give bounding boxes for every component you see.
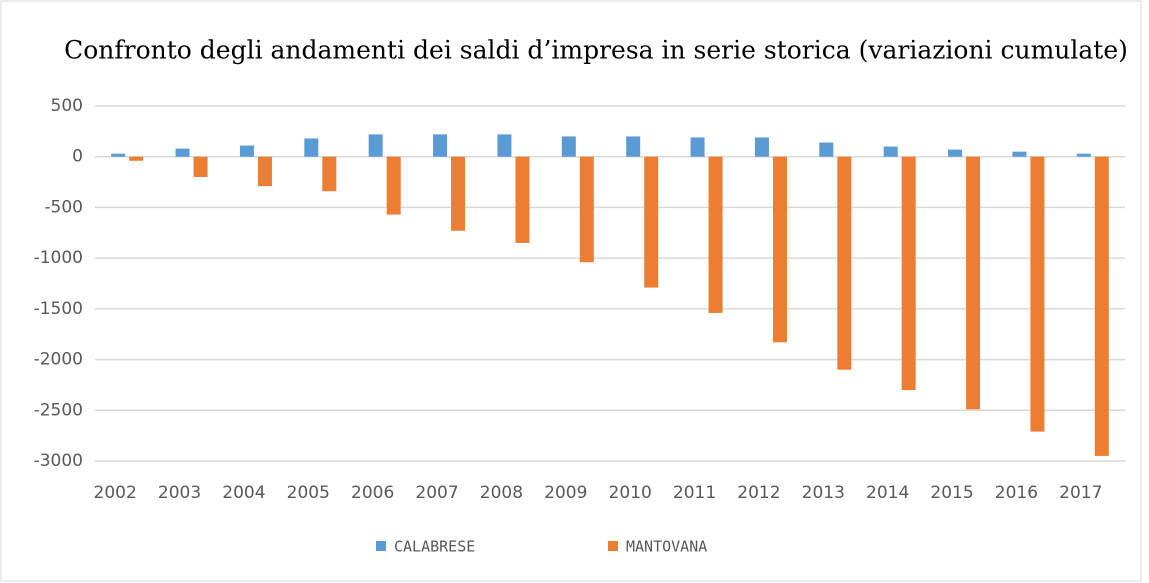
bar <box>129 156 144 161</box>
x-tick-label: 2014 <box>866 483 909 503</box>
x-tick-label: 2017 <box>1059 483 1102 503</box>
legend-label: CALABRESE <box>394 538 475 556</box>
x-tick-label: 2013 <box>802 483 845 503</box>
x-tick-label: 2005 <box>287 483 330 503</box>
x-tick-label: 2012 <box>737 483 780 503</box>
bar <box>561 136 576 157</box>
y-tick-label: 0 <box>72 147 83 167</box>
x-tick-label: 2004 <box>222 483 265 503</box>
bar <box>433 134 448 157</box>
bar <box>644 156 659 288</box>
legend-swatch <box>608 541 618 551</box>
bar <box>175 148 190 157</box>
y-tick-label: -500 <box>44 197 83 217</box>
bar <box>966 156 981 410</box>
bar <box>579 156 594 263</box>
bar <box>193 156 208 177</box>
bar <box>368 134 383 157</box>
bar <box>772 156 787 343</box>
bar <box>754 137 769 157</box>
x-tick-label: 2006 <box>351 483 394 503</box>
bar <box>304 138 319 157</box>
x-tick-label: 2016 <box>995 483 1038 503</box>
x-tick-label: 2007 <box>415 483 458 503</box>
bar <box>451 156 466 231</box>
y-tick-label: 500 <box>51 96 83 116</box>
bar <box>322 156 337 192</box>
legend-swatch <box>376 541 386 551</box>
bar <box>1030 156 1045 432</box>
bar <box>239 145 254 157</box>
bar <box>1094 156 1109 456</box>
bar <box>837 156 852 370</box>
bar <box>901 156 916 390</box>
bar <box>386 156 401 215</box>
bar <box>948 149 963 157</box>
y-tick-label: -1000 <box>34 248 83 268</box>
bar <box>690 137 705 157</box>
y-tick-label: -2500 <box>34 400 83 420</box>
x-tick-label: 2011 <box>673 483 716 503</box>
bar <box>708 156 723 313</box>
x-tick-label: 2009 <box>544 483 587 503</box>
bar <box>626 136 641 157</box>
bar <box>1076 153 1091 157</box>
bar <box>111 153 126 157</box>
bar <box>515 156 530 243</box>
bar <box>819 142 834 157</box>
y-tick-label: -2000 <box>34 350 83 370</box>
bar <box>497 134 512 157</box>
legend-label: MANTOVANA <box>626 538 707 556</box>
y-tick-label: -3000 <box>34 451 83 471</box>
x-tick-label: 2002 <box>94 483 137 503</box>
x-tick-label: 2015 <box>930 483 973 503</box>
x-tick-label: 2003 <box>158 483 201 503</box>
bar <box>883 146 898 157</box>
chart-title: Confronto degli andamenti dei saldi d’im… <box>64 36 1128 65</box>
bar <box>1012 151 1027 157</box>
x-tick-label: 2008 <box>480 483 523 503</box>
bar <box>257 156 272 187</box>
x-tick-label: 2010 <box>609 483 652 503</box>
y-tick-label: -1500 <box>34 299 83 319</box>
